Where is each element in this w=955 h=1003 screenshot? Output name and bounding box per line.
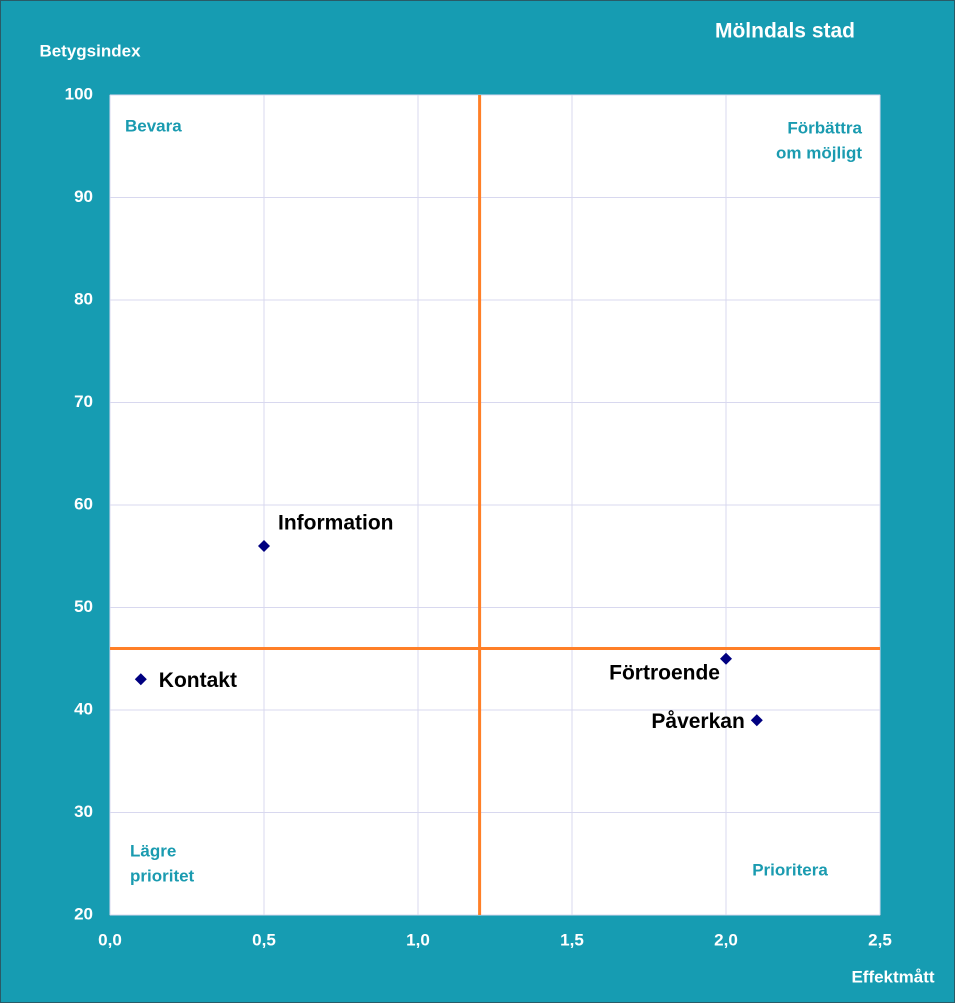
y-tick-label: 60 xyxy=(74,494,93,513)
x-tick-label: 1,0 xyxy=(406,930,430,949)
point-label: Påverkan xyxy=(651,710,744,733)
y-tick-label: 100 xyxy=(65,84,93,103)
quadrant-label: Bevara xyxy=(125,116,182,135)
point xyxy=(720,652,732,665)
point-label: Kontakt xyxy=(159,669,237,692)
y-axis-label: Betygsindex xyxy=(39,41,141,60)
y-tick-label: 80 xyxy=(74,289,93,308)
y-tick-label: 70 xyxy=(74,392,93,411)
quadrant-label: prioritet xyxy=(130,866,195,885)
x-tick-label: 0,0 xyxy=(98,930,122,949)
y-tick-label: 90 xyxy=(74,187,93,206)
point xyxy=(750,714,763,727)
y-tick-label: 30 xyxy=(74,802,93,821)
x-tick-label: 0,5 xyxy=(252,930,276,949)
y-tick-label: 50 xyxy=(74,597,93,616)
y-tick-label: 40 xyxy=(74,699,93,718)
quadrant-label: Förbättra xyxy=(787,118,862,137)
x-tick-label: 2,5 xyxy=(868,930,892,949)
x-tick-label: 2,0 xyxy=(714,930,738,949)
point-label: Information xyxy=(278,512,394,535)
point xyxy=(134,673,147,686)
quadrant-label: om möjligt xyxy=(776,143,862,162)
x-tick-label: 1,5 xyxy=(560,930,584,949)
y-tick-label: 20 xyxy=(74,904,93,923)
point xyxy=(258,540,270,552)
quadrant-label: Lägre xyxy=(130,841,176,860)
quadrant-label: Prioritera xyxy=(752,860,828,879)
grid xyxy=(109,94,881,916)
point-label: Förtroende xyxy=(609,661,720,684)
x-axis-label: Effektmått xyxy=(851,967,934,986)
chart-title: Mölndals stad xyxy=(715,20,855,43)
